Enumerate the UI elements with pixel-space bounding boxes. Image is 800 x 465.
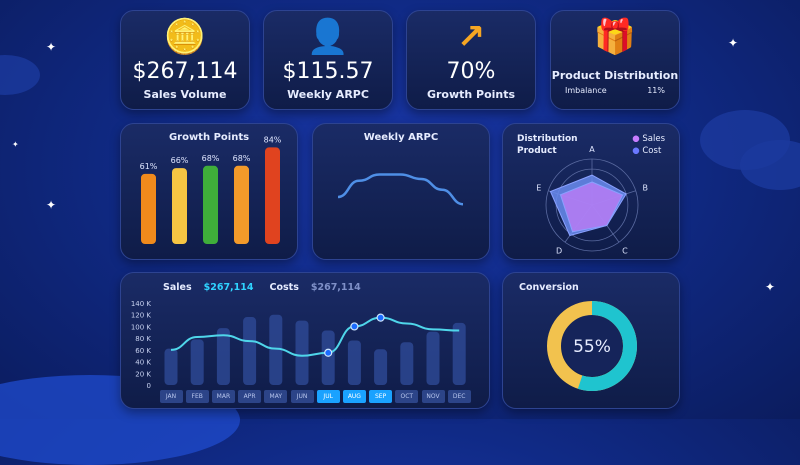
- arpc-line: [337, 173, 464, 206]
- star-icon: ✦: [46, 40, 57, 54]
- kpi-label: Growth Points: [426, 88, 516, 101]
- sales-bar: [321, 330, 335, 385]
- month-button-dec[interactable]: DEC: [447, 390, 471, 403]
- gift-icon: 🎁: [593, 17, 637, 57]
- conversion-donut: [547, 301, 637, 391]
- y-tick-label: 0: [147, 382, 151, 390]
- y-tick-label: 40 K: [135, 359, 151, 367]
- month-button-mar[interactable]: MAR: [211, 390, 235, 403]
- star-icon: ✦: [765, 280, 776, 294]
- y-tick-label: 80 K: [135, 335, 151, 343]
- sales-bar: [269, 314, 283, 385]
- growth-bar: [203, 165, 218, 244]
- y-tick-label: 100 K: [131, 323, 152, 331]
- kpi-value: $267,114: [132, 59, 238, 84]
- sales-bar: [452, 322, 466, 385]
- user-icon: 👤: [306, 17, 350, 57]
- y-tick-label: 60 K: [135, 347, 151, 355]
- radar-axis-label: E: [536, 184, 541, 193]
- kpi-value: 70%: [446, 59, 496, 84]
- month-button-oct[interactable]: OCT: [395, 390, 419, 403]
- month-button-jul[interactable]: JUL: [316, 390, 340, 403]
- sales-bar: [374, 349, 388, 385]
- legend-sales: ● Sales: [632, 134, 665, 144]
- month-button-feb[interactable]: FEB: [185, 390, 209, 403]
- month-button-jun[interactable]: JUN: [290, 390, 314, 403]
- kpi-growth-points[interactable]: ↗ 70% Growth Points: [406, 10, 536, 110]
- kpi-value: $115.57: [282, 59, 374, 84]
- radar-axis-label: D: [556, 246, 562, 255]
- costs-value: $267,114: [310, 282, 361, 293]
- chart-title: Growth Points: [168, 132, 250, 143]
- growth-bar: [172, 168, 187, 244]
- coins-icon: 🪙: [163, 17, 207, 57]
- kpi-product-distribution[interactable]: 🎁 Product Distribution Imbalance 11%: [550, 10, 680, 110]
- sales-bar: [400, 342, 414, 385]
- sales-chart: 0 20 K 40 K 60 K 80 K 100 K 120 K 140 K: [131, 300, 466, 390]
- conversion-value: 55%: [573, 337, 611, 357]
- growth-bar: [141, 173, 156, 244]
- donut-value-arc: [547, 301, 637, 391]
- month-button-sep[interactable]: SEP: [369, 390, 393, 403]
- sales-label: Sales: [163, 282, 192, 293]
- imbalance-label: Imbalance: [565, 86, 607, 95]
- bar-data-label: 68%: [233, 154, 251, 163]
- weekly-arpc-card: Weekly ARPC: [312, 123, 490, 260]
- line-marker: [376, 313, 385, 322]
- chart-title: Distribution Product: [517, 134, 578, 156]
- month-button-jan[interactable]: JAN: [159, 390, 183, 403]
- legend-cost: ● Cost: [632, 146, 662, 156]
- radar-series-sales: [559, 181, 624, 233]
- chart-title: Weekly ARPC: [363, 132, 439, 143]
- distribution-card: Distribution Product ● Sales ● Cost A B C D…: [502, 123, 680, 260]
- conversion-card: Conversion 55%: [502, 272, 680, 409]
- sales-bar: [164, 348, 178, 385]
- month-button-aug[interactable]: AUG: [342, 390, 366, 403]
- bar-data-label: 84%: [264, 135, 282, 144]
- chart-title: Conversion: [519, 282, 579, 293]
- line-marker: [324, 348, 333, 357]
- sales-costs-card: Sales $267,114 Costs $267,114 0 20 K 40 K 6…: [120, 272, 490, 409]
- kpi-label: Sales Volume: [143, 88, 227, 101]
- sales-bar: [295, 320, 309, 385]
- month-button-nov[interactable]: NOV: [421, 390, 445, 403]
- kpi-sales-volume[interactable]: 🪙 $267,114 Sales Volume: [120, 10, 250, 110]
- growth-points-chart: 61% 66% 68% 68% 84%: [140, 135, 282, 244]
- sales-bar: [190, 339, 204, 385]
- y-tick-label: 20 K: [135, 370, 151, 378]
- bar-data-label: 61%: [140, 162, 158, 171]
- y-tick-label: 140 K: [131, 300, 152, 308]
- sales-bar: [426, 331, 440, 385]
- radar-axis-label: B: [643, 184, 649, 193]
- y-tick-label: 120 K: [131, 312, 152, 320]
- star-icon: ✦: [46, 198, 57, 212]
- costs-label: Costs: [269, 282, 299, 293]
- sales-bar: [243, 317, 257, 385]
- kpi-label: Product Distribution: [551, 69, 679, 82]
- sales-value: $267,114: [203, 282, 254, 293]
- star-icon: ✦: [12, 140, 19, 149]
- month-button-may[interactable]: MAY: [264, 390, 288, 403]
- bar-data-label: 66%: [171, 156, 189, 165]
- weekly-arpc-chart: [337, 173, 464, 206]
- growth-bar: [234, 165, 249, 244]
- line-marker: [350, 322, 359, 331]
- radar-chart: A B C D E: [536, 145, 649, 255]
- kpi-label: Weekly ARPC: [287, 88, 369, 101]
- growth-points-card: Growth Points 61% 66% 68% 68% 84%: [120, 123, 298, 260]
- donut-hole: [562, 316, 622, 376]
- sales-line: [170, 316, 460, 357]
- imbalance-value: 11%: [647, 86, 665, 95]
- radar-axis-label: C: [622, 246, 628, 255]
- arrow-up-icon: ↗: [456, 17, 486, 57]
- sales-bar: [216, 328, 230, 385]
- radar-axis-label: A: [589, 145, 595, 154]
- sales-bar: [347, 340, 361, 385]
- bar-data-label: 68%: [202, 154, 220, 163]
- star-icon: ✦: [728, 36, 739, 50]
- kpi-weekly-arpc[interactable]: 👤 $115.57 Weekly ARPC: [263, 10, 393, 110]
- month-button-apr[interactable]: APR: [238, 390, 262, 403]
- growth-bar: [265, 147, 280, 244]
